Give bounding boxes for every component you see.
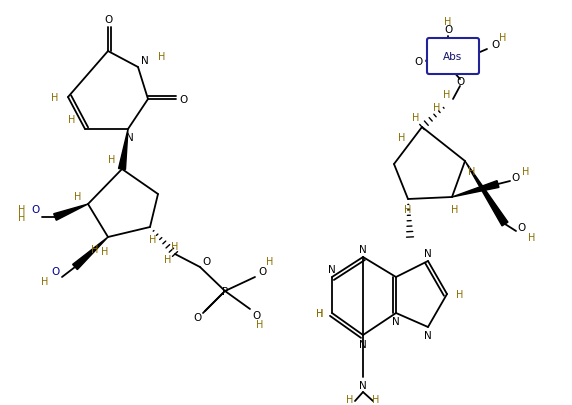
Text: Abs: Abs	[443, 52, 463, 62]
Text: O: O	[518, 222, 526, 232]
Text: H: H	[108, 155, 116, 164]
Text: O: O	[31, 205, 39, 215]
Text: O: O	[252, 310, 260, 320]
Text: H: H	[529, 232, 536, 243]
Text: N: N	[141, 56, 149, 66]
Text: H: H	[468, 166, 476, 177]
Text: O: O	[414, 57, 422, 67]
Text: H: H	[316, 308, 324, 318]
Text: H: H	[18, 205, 26, 215]
Text: H: H	[74, 192, 82, 202]
Text: H: H	[101, 246, 109, 256]
Text: N: N	[328, 264, 336, 274]
Text: N: N	[126, 133, 134, 143]
Text: H: H	[443, 90, 451, 100]
Text: H: H	[372, 394, 380, 404]
Text: H: H	[256, 319, 264, 329]
Text: H: H	[68, 115, 76, 125]
Text: H: H	[398, 133, 406, 143]
Text: H: H	[158, 52, 166, 62]
Text: H: H	[171, 241, 178, 252]
Text: H: H	[456, 289, 464, 299]
Text: O: O	[193, 312, 201, 322]
Text: H: H	[267, 256, 273, 266]
Text: H: H	[434, 103, 440, 113]
Text: H: H	[499, 33, 507, 43]
Text: H: H	[316, 308, 324, 318]
Polygon shape	[465, 162, 508, 226]
Text: O: O	[202, 256, 210, 266]
Text: H: H	[149, 234, 157, 244]
Text: H: H	[346, 394, 353, 404]
Text: H: H	[451, 205, 459, 215]
Text: O: O	[51, 266, 59, 276]
Polygon shape	[452, 181, 499, 198]
Polygon shape	[54, 205, 88, 221]
Text: H: H	[92, 244, 99, 254]
FancyBboxPatch shape	[427, 39, 479, 75]
Text: H: H	[404, 205, 412, 215]
Text: O: O	[512, 173, 520, 183]
Text: N: N	[392, 316, 400, 326]
Text: N: N	[359, 339, 367, 349]
Text: O: O	[104, 15, 112, 25]
Text: O: O	[258, 266, 266, 276]
Text: N: N	[424, 330, 432, 340]
Text: H: H	[18, 213, 26, 222]
Text: H: H	[522, 166, 530, 177]
Text: N: N	[424, 248, 432, 258]
Text: H: H	[41, 276, 49, 286]
Text: H: H	[51, 93, 59, 103]
Text: H: H	[444, 17, 452, 27]
Text: O: O	[444, 25, 452, 35]
Text: H: H	[164, 254, 172, 264]
Text: O: O	[179, 95, 187, 105]
Text: N: N	[359, 244, 367, 254]
Text: P: P	[222, 286, 228, 296]
Polygon shape	[73, 237, 108, 270]
Polygon shape	[118, 130, 128, 170]
Text: O: O	[491, 40, 499, 50]
Text: H: H	[412, 113, 420, 123]
Text: N: N	[359, 380, 367, 390]
Text: O: O	[456, 77, 464, 87]
